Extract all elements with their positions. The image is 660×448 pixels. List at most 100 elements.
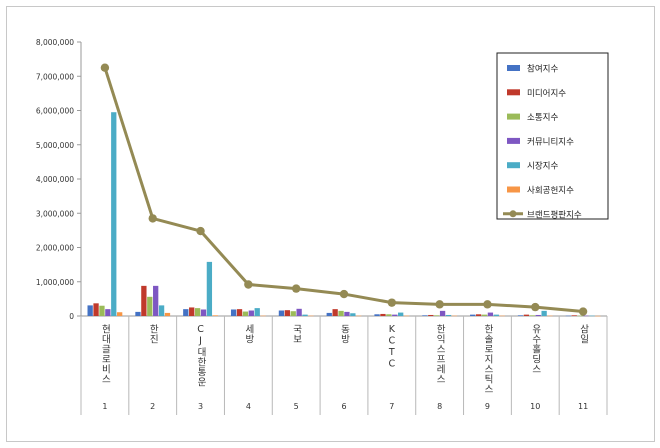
y-tick-label: 2,000,000 <box>36 244 74 253</box>
bar-1 <box>230 309 237 316</box>
line-point <box>196 226 205 236</box>
bar-2 <box>93 303 99 316</box>
bar-3 <box>434 315 440 316</box>
y-tick-label: 7,000,000 <box>36 72 74 81</box>
bar-5 <box>302 314 308 316</box>
line-point <box>483 300 492 309</box>
bar-1 <box>87 305 93 316</box>
bar-2 <box>141 285 147 316</box>
bar-6 <box>451 315 458 317</box>
bar-6 <box>212 315 218 316</box>
bar-2 <box>523 314 530 316</box>
rank-label: 7 <box>389 402 394 411</box>
bar-4 <box>535 314 541 316</box>
bar-6 <box>499 315 505 317</box>
bar-4 <box>296 308 302 316</box>
y-tick-label: 4,000,000 <box>36 175 74 184</box>
bar-5 <box>589 315 595 317</box>
bar-5 <box>398 312 404 316</box>
rank-label: 10 <box>530 402 540 411</box>
bar-3 <box>290 311 296 316</box>
legend-label: 소통지수 <box>527 113 558 123</box>
line-point <box>339 289 349 299</box>
bar-1 <box>374 314 380 316</box>
bar-5 <box>445 314 452 316</box>
bar-5 <box>493 314 499 316</box>
bar-6 <box>260 315 266 317</box>
legend-label: 참여지수 <box>527 64 558 75</box>
x-axis-labels: 현대글로비스 1 한진 2 CJ대한통운 3 세방 4 국보 5 동방 6 KCTC 7 한익스프레스 8 한솔… <box>99 324 589 411</box>
legend-label: 시장지수 <box>527 161 558 172</box>
bar-3 <box>147 296 153 316</box>
bar-2 <box>380 313 386 316</box>
bar-4 <box>583 315 589 317</box>
legend-swatch <box>507 65 520 71</box>
bar-1 <box>183 309 189 316</box>
chart-frame: 0 1,000,000 2,000,000 3,000,000 4,000,000 5,0… <box>6 6 655 442</box>
bar-6 <box>308 315 314 317</box>
legend-swatch <box>507 113 520 120</box>
category-label: 동방 <box>339 324 350 344</box>
category-label: 한익스프레스 <box>434 324 445 384</box>
bar-6 <box>164 312 171 316</box>
legend-swatch <box>507 162 520 169</box>
rank-label: 6 <box>341 402 346 411</box>
line-point <box>387 298 397 307</box>
line-point <box>435 300 444 309</box>
category-label: CJ대한통운 <box>195 324 206 387</box>
category-label: 한솔로지스틱스 <box>482 324 493 394</box>
bar-5 <box>111 112 117 317</box>
legend-label: 미디어지수 <box>527 88 566 99</box>
y-tick-label: 3,000,000 <box>36 209 74 218</box>
rank-label: 4 <box>246 402 251 411</box>
bar-3 <box>194 308 201 316</box>
bar-4 <box>487 312 494 316</box>
line-point <box>244 280 253 289</box>
bar-3 <box>481 314 488 316</box>
bar-4 <box>344 311 350 316</box>
y-tick-label: 6,000,000 <box>36 107 74 116</box>
legend-label: 사회공헌지수 <box>527 186 574 196</box>
line-point <box>291 284 301 293</box>
bar-2 <box>189 307 195 316</box>
legend-swatch <box>507 89 520 96</box>
bar-1 <box>565 315 571 317</box>
bar-1 <box>470 314 476 316</box>
brand-reputation-chart: 0 1,000,000 2,000,000 3,000,000 4,000,000 5,0… <box>36 38 609 415</box>
rank-label: 5 <box>294 402 299 411</box>
bar-3 <box>577 315 583 317</box>
legend-swatch <box>507 137 520 144</box>
rank-label: 8 <box>437 402 442 411</box>
bar-4 <box>439 310 446 316</box>
bar-4 <box>153 285 159 316</box>
rank-label: 11 <box>578 402 588 411</box>
category-label: 세방 <box>243 324 254 344</box>
bar-5 <box>158 305 165 316</box>
bar-2 <box>236 309 243 316</box>
y-tick-label: 8,000,000 <box>36 38 74 47</box>
bar-3 <box>386 314 392 316</box>
bar-3 <box>99 305 105 316</box>
bar-2 <box>475 314 482 316</box>
bar-5 <box>254 308 260 316</box>
axes: 0 1,000,000 2,000,000 3,000,000 4,000,000 5,0… <box>36 38 608 415</box>
bar-1 <box>326 312 332 316</box>
bar-2 <box>332 309 338 316</box>
bar-1 <box>422 315 428 316</box>
line-point <box>578 307 588 316</box>
y-tick-label: 5,000,000 <box>36 141 74 150</box>
bar-5 <box>206 261 213 316</box>
bar-4 <box>105 309 111 316</box>
bar-3 <box>338 310 344 316</box>
bar-5 <box>350 313 356 316</box>
line-point <box>148 214 157 223</box>
bar-1 <box>517 315 524 316</box>
bar-4 <box>200 309 207 316</box>
category-label: 유수홀딩스 <box>530 324 541 374</box>
bar-2 <box>571 315 577 316</box>
bar-6 <box>117 312 123 316</box>
line-point <box>531 302 540 312</box>
category-label: KCTC <box>386 324 397 370</box>
bar-4 <box>248 310 254 316</box>
